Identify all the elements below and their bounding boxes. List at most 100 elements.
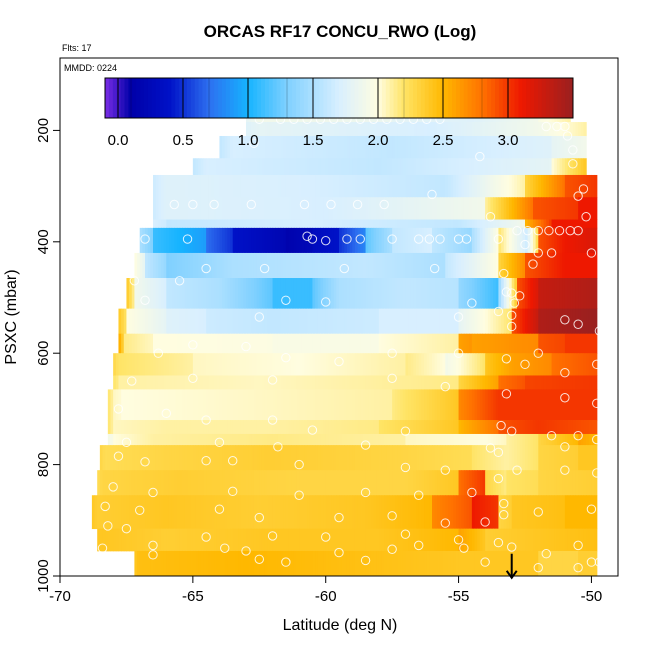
heatmap-cell <box>145 550 149 577</box>
heatmap-cell <box>498 550 502 577</box>
heatmap-cell <box>349 550 353 577</box>
heatmap-cell <box>551 135 555 159</box>
heatmap-cell <box>392 528 396 552</box>
heatmap-cell <box>424 353 428 376</box>
heatmap-cell <box>509 445 513 471</box>
heatmap-cell <box>224 252 228 279</box>
heatmap-cell <box>362 528 367 552</box>
heatmap-cell <box>450 389 454 421</box>
heatmap-cell <box>490 528 494 552</box>
heatmap-cell <box>352 550 356 577</box>
heatmap-cell <box>246 445 250 471</box>
heatmap-cell <box>251 550 255 577</box>
heatmap-cell <box>548 470 553 496</box>
heatmap-cell <box>227 197 231 220</box>
heatmap-cell <box>519 433 523 446</box>
heatmap-cell <box>525 333 529 354</box>
heatmap-cell <box>285 375 290 390</box>
heatmap-cell <box>471 158 476 176</box>
heatmap-cell <box>147 389 151 421</box>
heatmap-cell <box>538 470 542 496</box>
heatmap-cell <box>179 470 183 496</box>
heatmap-cell <box>325 433 329 446</box>
heatmap-cell <box>405 135 409 159</box>
heatmap-cell <box>506 420 510 435</box>
heatmap-cell <box>564 219 569 229</box>
heatmap-cell <box>373 333 377 354</box>
colorbar-swatch <box>557 78 562 118</box>
heatmap-cell <box>474 197 478 220</box>
heatmap-cell <box>267 252 271 279</box>
heatmap-cell <box>360 135 364 159</box>
heatmap-cell <box>198 252 202 279</box>
heatmap-cell <box>511 528 515 552</box>
heatmap-cell <box>509 495 513 530</box>
heatmap-cell <box>386 433 391 446</box>
observation-point <box>254 312 264 322</box>
heatmap-cell <box>594 433 598 446</box>
heatmap-cell <box>312 470 316 496</box>
heatmap-cell <box>434 389 438 421</box>
heatmap-cell <box>418 550 422 577</box>
heatmap-cell <box>439 333 444 354</box>
heatmap-cell <box>538 135 542 159</box>
heatmap-cell <box>400 278 404 310</box>
heatmap-cell <box>214 308 218 335</box>
heatmap-cell <box>232 470 236 496</box>
observation-point <box>493 306 504 317</box>
heatmap-cell <box>479 389 484 421</box>
heatmap-cell <box>192 389 197 421</box>
heatmap-cell <box>134 278 138 310</box>
heatmap-cell <box>176 495 181 530</box>
heatmap-cell <box>402 495 407 530</box>
heatmap-cell <box>349 122 353 137</box>
heatmap-cell <box>527 333 531 354</box>
heatmap-cell <box>158 252 162 279</box>
heatmap-cell <box>248 219 252 229</box>
heatmap-cell <box>392 308 396 335</box>
heatmap-cell <box>424 158 428 176</box>
heatmap-cell <box>328 333 332 354</box>
heatmap-cell <box>238 550 242 577</box>
heatmap-cell <box>535 433 539 446</box>
heatmap-cell <box>426 528 430 552</box>
heatmap-cell <box>235 333 239 354</box>
heatmap-cell <box>336 227 340 254</box>
heatmap-cell <box>275 219 279 229</box>
heatmap-cell <box>256 470 260 496</box>
heatmap-cell <box>269 158 274 176</box>
heatmap-cell <box>437 433 441 446</box>
heatmap-cell <box>171 389 175 421</box>
heatmap-cell <box>283 433 287 446</box>
heatmap-cell <box>381 308 385 335</box>
heatmap-cell <box>171 528 175 552</box>
heatmap-cell <box>232 308 236 335</box>
heatmap-cell <box>211 470 215 496</box>
heatmap-cell <box>567 158 571 176</box>
heatmap-cell <box>588 278 593 310</box>
heatmap-cell <box>455 389 460 421</box>
heatmap-cell <box>299 158 303 176</box>
observation-point <box>520 239 530 250</box>
heatmap-cell <box>301 470 306 496</box>
heatmap-cell <box>580 278 585 310</box>
heatmap-cell <box>168 389 173 421</box>
heatmap-cell <box>296 375 300 390</box>
heatmap-cell <box>346 158 351 176</box>
heatmap-cell <box>131 470 135 496</box>
heatmap-cell <box>506 389 510 421</box>
heatmap-cell <box>299 528 303 552</box>
heatmap-cell <box>134 550 138 577</box>
heatmap-cell <box>479 174 484 198</box>
heatmap-cell <box>176 278 181 310</box>
heatmap-cell <box>309 528 314 552</box>
heatmap-cell <box>373 420 377 435</box>
heatmap-cell <box>269 219 274 229</box>
heatmap-cell <box>439 227 444 254</box>
heatmap-cell <box>442 470 446 496</box>
heatmap-cell <box>153 375 157 390</box>
heatmap-cell <box>171 278 175 310</box>
heatmap-cell <box>174 308 178 335</box>
heatmap-cell <box>578 333 582 354</box>
heatmap-cell <box>511 389 515 421</box>
